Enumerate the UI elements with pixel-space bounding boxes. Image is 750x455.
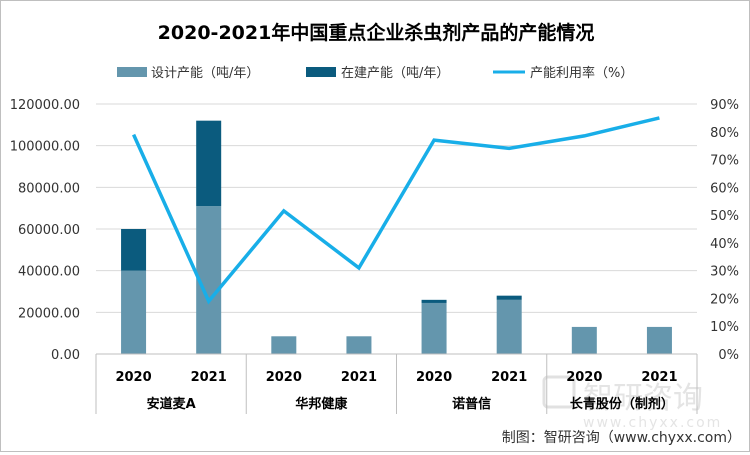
right-tick-label: 80% (710, 126, 739, 141)
chart-title: 2020-2021年中国重点企业杀虫剂产品的产能情况 (158, 21, 595, 44)
utilization-line-path (132, 116, 660, 305)
year-label: 2021 (191, 370, 227, 385)
left-axis: 0.00 20000.00 40000.00 60000.00 80000.00 1000… (10, 98, 80, 363)
legend-label-utilization: 产能利用率（%） (530, 65, 633, 81)
bar-design-capacity (571, 326, 597, 354)
year-label: 2020 (266, 370, 302, 385)
legend: 设计产能（吨/年） 在建产能（吨/年） 产能利用率（%） (117, 65, 633, 81)
right-tick-label: 90% (710, 98, 739, 113)
year-label: 2020 (566, 370, 602, 385)
bar-design-capacity (646, 326, 672, 354)
left-tick-label: 40000.00 (18, 265, 80, 280)
source-note: 制图：智研咨询（www.chyxx.com） (502, 430, 741, 446)
bar-design-capacity (121, 270, 147, 354)
bar-design-capacity (496, 299, 522, 354)
utilization-line (132, 116, 660, 305)
company-label: 长青股份（制剂） (570, 396, 674, 412)
bars (121, 120, 672, 354)
year-label: 2021 (341, 370, 377, 385)
year-label: 2021 (491, 370, 527, 385)
right-tick-label: 50% (710, 209, 739, 224)
bar-construction-capacity (496, 295, 522, 300)
watermark: 智研咨询 www.chyxx.com (542, 375, 722, 431)
bar-design-capacity (421, 302, 447, 354)
left-tick-label: 0.00 (51, 348, 80, 363)
right-tick-label: 70% (710, 154, 739, 169)
bar-design-capacity (271, 336, 297, 354)
right-tick-label: 20% (710, 292, 739, 307)
right-tick-label: 30% (710, 265, 739, 280)
watermark-logo-icon (542, 375, 576, 409)
right-tick-label: 60% (710, 181, 739, 196)
right-tick-label: 40% (710, 237, 739, 252)
left-tick-label: 20000.00 (18, 306, 80, 321)
company-label: 华邦健康 (295, 396, 348, 412)
legend-swatch-construction (306, 67, 336, 77)
left-tick-label: 120000.00 (10, 98, 80, 113)
watermark-url: www.chyxx.com (583, 415, 722, 431)
company-label: 安道麦A (147, 396, 196, 412)
bar-design-capacity (346, 336, 372, 354)
right-tick-label: 0% (718, 348, 739, 363)
legend-label-design: 设计产能（吨/年） (151, 66, 259, 81)
right-axis: 0% 10% 20% 30% 40% 50% 60% 70% 80% 90% (710, 98, 739, 363)
gridlines (96, 103, 697, 313)
watermark-text: 智研咨询 (583, 381, 703, 416)
year-label: 2020 (416, 370, 452, 385)
bar-construction-capacity (121, 229, 147, 271)
bar-construction-capacity (196, 120, 222, 207)
bar-construction-capacity (421, 299, 447, 303)
year-label: 2020 (115, 370, 151, 385)
right-tick-label: 10% (710, 320, 739, 335)
left-tick-label: 60000.00 (18, 223, 80, 238)
left-tick-label: 100000.00 (10, 140, 80, 155)
legend-label-construction: 在建产能（吨/年） (341, 66, 449, 81)
year-label: 2021 (641, 370, 677, 385)
company-label: 诺普信 (452, 396, 491, 412)
legend-swatch-design (117, 67, 147, 77)
left-tick-label: 80000.00 (18, 181, 80, 196)
